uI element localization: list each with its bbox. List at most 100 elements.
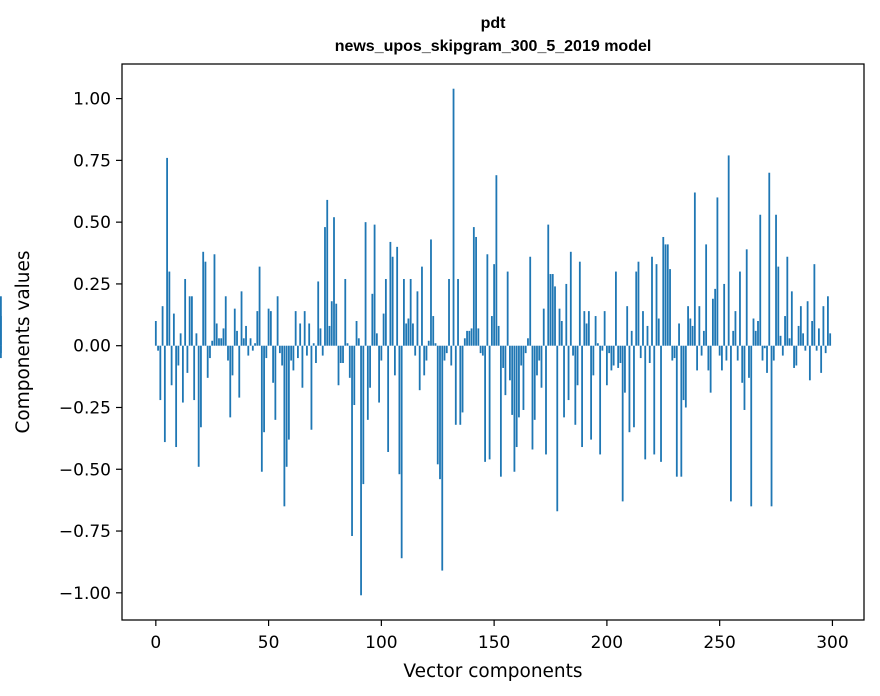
bar-67	[306, 345, 308, 356]
bar-171	[540, 345, 543, 388]
bar-109	[400, 345, 403, 559]
bar-251	[721, 345, 723, 371]
bar-296	[822, 306, 825, 346]
x-axis-ticks: 0 50 100 150 200 250 300	[150, 620, 849, 653]
bar-154	[502, 345, 505, 368]
bar-145	[481, 345, 484, 356]
bar-211	[630, 330, 633, 346]
bar-271	[766, 345, 768, 373]
bar-142	[475, 236, 477, 346]
bar-55	[278, 345, 281, 354]
bar-282	[790, 291, 793, 346]
bar-249	[716, 197, 719, 346]
bar-202	[610, 345, 613, 371]
bar-28	[218, 338, 220, 346]
bar-127	[441, 345, 444, 571]
bar-234	[682, 345, 685, 401]
bar-90	[357, 338, 360, 346]
bar-undefined	[0, 345, 2, 354]
y-tick-label: 0.75	[73, 151, 111, 171]
bar-276	[777, 266, 780, 346]
bar-274	[772, 345, 775, 361]
bar-59	[287, 345, 290, 440]
bar-240	[696, 345, 698, 371]
bar-38	[240, 291, 243, 346]
bar-155	[504, 345, 507, 396]
bar-241	[698, 306, 701, 346]
bar-101	[382, 313, 385, 346]
y-tick-label: 0.50	[73, 213, 111, 233]
bar-105	[391, 256, 394, 346]
bar-298	[827, 296, 829, 346]
bar-34	[231, 345, 234, 376]
bar-242	[700, 345, 703, 356]
bar-99	[378, 345, 380, 403]
bar-92	[362, 345, 365, 485]
bar-87	[351, 345, 353, 536]
bar-85	[346, 343, 349, 346]
bar-231	[675, 345, 678, 477]
bar-16	[191, 296, 193, 346]
bar-157	[509, 345, 511, 381]
bar-243	[702, 330, 705, 346]
bar-54	[276, 296, 279, 346]
bar-160	[515, 345, 518, 448]
bar-299	[829, 333, 832, 346]
bar-233	[680, 345, 683, 477]
bar-177	[554, 286, 556, 346]
bar-56	[281, 345, 284, 366]
y-tick-label: −0.25	[59, 398, 111, 418]
bar-106	[393, 345, 396, 376]
bar-14	[186, 345, 189, 373]
bar-203	[612, 345, 615, 366]
bar-51	[269, 311, 272, 346]
bar-62	[294, 311, 297, 346]
bar-297	[824, 345, 827, 354]
bar-97	[373, 224, 376, 346]
bar-253	[725, 345, 728, 361]
bar-220	[651, 256, 653, 346]
bar-170	[538, 345, 541, 361]
bar-172	[542, 308, 545, 346]
bar-65	[301, 345, 304, 388]
bar-179	[558, 308, 561, 346]
bar-163	[522, 345, 525, 410]
bar-189	[581, 345, 583, 448]
bar-undefined	[0, 296, 2, 346]
bar-193	[590, 345, 592, 440]
y-axis-ticks: 1.00 0.75 0.50 0.25 0.00 −0.25 −0.50 −0.75 −1.00	[59, 90, 122, 604]
y-tick-label: 0.25	[73, 275, 111, 295]
bar-235	[684, 345, 687, 408]
bar-264	[750, 345, 753, 507]
y-tick-label: −0.50	[59, 460, 111, 480]
bar-269	[761, 345, 764, 361]
bar-30	[222, 328, 225, 346]
bar-36	[236, 330, 238, 346]
bar-124	[434, 343, 437, 346]
bar-252	[723, 283, 726, 346]
bar-195	[594, 316, 597, 346]
bar-18	[195, 333, 198, 346]
bar-69	[310, 345, 313, 430]
bar-244	[705, 244, 708, 346]
bar-120	[425, 345, 428, 361]
bar-196	[596, 343, 599, 346]
x-tick-label: 0	[150, 633, 161, 653]
bar-245	[707, 345, 710, 371]
bar-140	[470, 328, 473, 346]
bar-256	[732, 330, 735, 346]
bar-199	[603, 311, 606, 346]
bar-268	[759, 214, 762, 346]
bars-group	[0, 88, 832, 596]
bar-153	[499, 345, 502, 477]
bar-108	[398, 345, 401, 475]
bar-174	[547, 224, 550, 346]
bar-266	[754, 330, 757, 346]
bar-126	[439, 345, 441, 480]
bar-100	[380, 345, 383, 361]
bar-12	[181, 345, 184, 403]
bar-81	[337, 345, 340, 386]
bar-267	[757, 321, 759, 346]
bar-278	[781, 345, 784, 356]
bar-41	[247, 345, 250, 356]
